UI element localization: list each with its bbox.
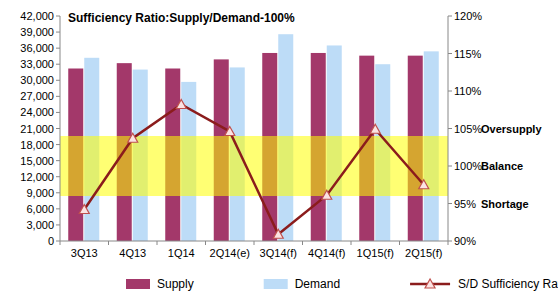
annotation: Shortage <box>481 198 529 210</box>
x-tick-label: 2Q14(e) <box>210 247 250 259</box>
y-tick <box>56 96 60 97</box>
y2-tick-label: 95% <box>454 198 476 210</box>
x-tick-label: 3Q13 <box>71 247 98 259</box>
ratio-line <box>84 105 424 235</box>
marker <box>322 190 332 199</box>
x-tick <box>205 241 206 245</box>
y2-tick-label: 105% <box>454 123 482 135</box>
y-tick-label: 33,000 <box>20 58 54 70</box>
x-tick <box>157 241 158 245</box>
x-tick <box>254 241 255 245</box>
y-tick <box>56 144 60 145</box>
x-tick <box>60 241 61 245</box>
marker <box>225 127 235 136</box>
y-tick-label: 9,000 <box>26 187 54 199</box>
y2-tick-label: 120% <box>454 10 482 22</box>
marker <box>419 180 429 189</box>
y2-tick <box>448 53 452 54</box>
y2-tick <box>448 91 452 92</box>
y2-tick <box>448 203 452 204</box>
y2-tick <box>448 241 452 242</box>
x-tick <box>351 241 352 245</box>
marker <box>273 229 283 238</box>
y-tick <box>56 224 60 225</box>
y-tick-label: 39,000 <box>20 26 54 38</box>
x-tick <box>448 241 449 245</box>
x-tick <box>399 241 400 245</box>
y-tick-label: 30,000 <box>20 74 54 86</box>
y-tick-label: 42,000 <box>20 10 54 22</box>
y2-tick <box>448 128 452 129</box>
y-tick <box>56 176 60 177</box>
y-tick-label: 24,000 <box>20 106 54 118</box>
title: Sufficiency Ratio:Supply/Demand-100% <box>68 11 295 25</box>
y-tick <box>56 16 60 17</box>
y-tick <box>56 32 60 33</box>
y-tick-label: 15,000 <box>20 155 54 167</box>
y-tick-label: 21,000 <box>20 123 54 135</box>
legend: Supply Demand S/D Sufficiency Ratio <box>126 277 558 291</box>
y-tick <box>56 112 60 113</box>
y2-tick-label: 100% <box>454 160 482 172</box>
y-tick-label: 0 <box>48 235 54 247</box>
y2-tick-label: 90% <box>454 235 476 247</box>
annotation: Oversupply <box>481 123 542 135</box>
y-tick-label: 3,000 <box>26 219 54 231</box>
legend-swatch <box>126 279 150 289</box>
x-tick-label: 4Q14(f) <box>308 247 345 259</box>
legend-label: S/D Sufficiency Ratio <box>458 277 558 291</box>
legend-label: Supply <box>157 277 194 291</box>
y2-tick-label: 115% <box>454 48 482 60</box>
chart-container: Sufficiency Ratio:Supply/Demand-100% 0 3,0… <box>0 0 558 307</box>
x-tick-label: 1Q15(f) <box>357 247 394 259</box>
annotation: Balance <box>481 160 523 172</box>
y-tick <box>56 48 60 49</box>
marker <box>176 100 186 109</box>
y-tick <box>56 128 60 129</box>
y-tick <box>56 80 60 81</box>
x-tick-label: 4Q13 <box>119 247 146 259</box>
y-tick-label: 18,000 <box>20 139 54 151</box>
y-tick <box>56 160 60 161</box>
y2-tick-label: 110% <box>454 85 482 97</box>
y2-tick <box>448 16 452 17</box>
x-tick-label: 2Q15(f) <box>405 247 442 259</box>
y-tick <box>56 208 60 209</box>
x-tick <box>108 241 109 245</box>
marks <box>60 34 448 241</box>
marker <box>79 205 89 214</box>
legend-marker <box>425 279 435 288</box>
legend-swatch <box>264 279 288 289</box>
x-tick-label: 3Q14(f) <box>260 247 297 259</box>
x-tick <box>302 241 303 245</box>
chart-svg: Sufficiency Ratio:Supply/Demand-100% 0 3,0… <box>0 0 558 307</box>
y2-tick <box>448 166 452 167</box>
legend-label: Demand <box>295 277 340 291</box>
y-tick-label: 27,000 <box>20 90 54 102</box>
y-tick-label: 12,000 <box>20 171 54 183</box>
marker <box>370 124 380 133</box>
marker <box>128 133 138 142</box>
y-tick <box>56 64 60 65</box>
y-tick <box>56 241 60 242</box>
y-tick-label: 6,000 <box>26 203 54 215</box>
y-tick <box>56 192 60 193</box>
x-tick-label: 1Q14 <box>168 247 195 259</box>
y-tick-label: 36,000 <box>20 42 54 54</box>
